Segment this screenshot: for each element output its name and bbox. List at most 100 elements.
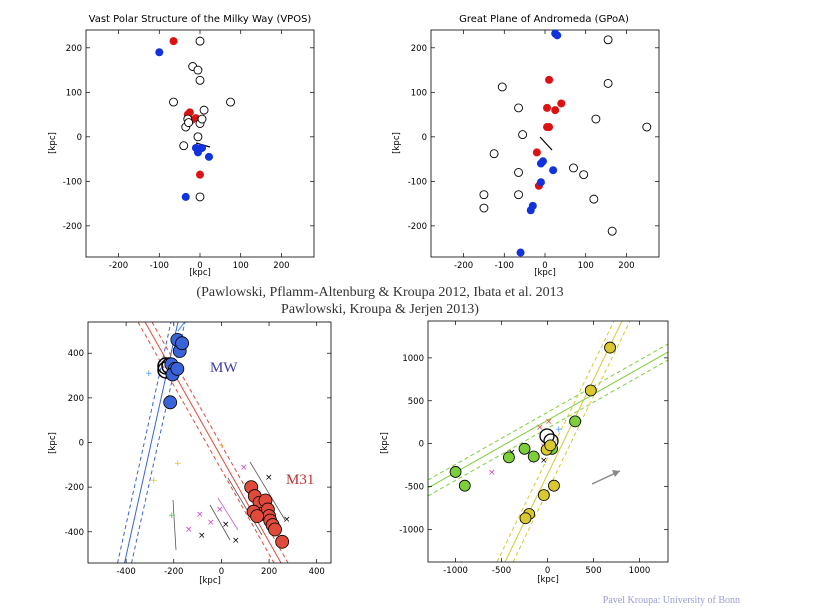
- streak: [172, 499, 177, 551]
- p4-ticks: -1000 -500 0 500 1000 1000 500 0 -500 -1000: [399, 321, 668, 576]
- y-tick-label: 1000: [402, 354, 424, 364]
- data-point-blue: [155, 48, 164, 57]
- motion-arrow-head: [612, 470, 620, 477]
- gpoa-panel: Great Plane of Andromeda (GPoA) [kpc] [k…: [392, 14, 660, 278]
- p4-ylabel: [kpc]: [380, 432, 390, 454]
- data-point-yellow: [584, 384, 597, 397]
- credit-line: Pavel Kroupa: University of Bonn: [603, 595, 740, 606]
- vpos-panel: Vast Polar Structure of the Milky Way (V…: [48, 14, 315, 278]
- x-tick-label: -200: [164, 567, 183, 577]
- gpoa-ticks: -200 -100 0 100 200 200 100 0 -100 -200: [408, 30, 659, 271]
- y-tick-label: -400: [65, 528, 84, 538]
- y-tick-label: 0: [79, 439, 84, 449]
- data-point-open: [514, 103, 523, 113]
- data-point-open: [195, 192, 205, 202]
- data-point-m31_red: [275, 534, 290, 549]
- y-tick-label: -1000: [399, 525, 424, 535]
- p4-frame: [427, 320, 669, 563]
- data-point-mw_blue: [175, 336, 190, 351]
- y-tick-label: 0: [419, 440, 424, 450]
- p3-ticks: -400 -200 0 200 400 400 200 0 -200 -400: [65, 322, 331, 577]
- mw-annotation: MW: [210, 360, 238, 376]
- gpoa-title: Great Plane of Andromeda (GPoA): [459, 14, 629, 25]
- data-point-open: [514, 167, 523, 177]
- data-point-mw_blue: [163, 395, 178, 410]
- streak: [177, 322, 186, 332]
- data-point-blue: [526, 206, 535, 215]
- cross-marker: ×: [198, 531, 206, 541]
- vpos-ticks: -200 -100 0 100 200 200 100 0 -100 -200: [63, 30, 314, 271]
- yellow-plane-dashed: [512, 321, 631, 562]
- plane-lines-p3: + + + + + × × × × × × × × × × ×: [117, 322, 291, 563]
- data-point-open: [518, 130, 528, 140]
- data-point-open: [489, 149, 499, 159]
- cross-marker: ×: [545, 417, 553, 427]
- m31-annotation: M31: [286, 472, 314, 488]
- x-tick-label: 500: [585, 566, 601, 576]
- y-tick-label: 100: [66, 88, 82, 98]
- data-point-open: [591, 114, 601, 124]
- streak: [217, 497, 239, 531]
- x-tick-label: 200: [261, 567, 277, 577]
- data-point-blue: [549, 166, 558, 175]
- y-tick-label: 400: [68, 349, 84, 359]
- cross-marker: +: [555, 425, 563, 435]
- data-point-green: [518, 442, 531, 455]
- data-point-blue: [536, 178, 545, 187]
- cross-marker: ×: [265, 473, 273, 483]
- x-tick-label: 0: [219, 567, 224, 577]
- data-point-open: [479, 190, 489, 200]
- vpos-ylabel: [kpc]: [48, 132, 58, 154]
- data-point-blue: [553, 31, 562, 40]
- data-point-open: [579, 170, 589, 180]
- data-point-green: [503, 451, 515, 464]
- data-point-red: [557, 99, 566, 108]
- x-tick-label: 0: [542, 261, 547, 271]
- data-point-open: [169, 97, 178, 107]
- cross-marker: ×: [540, 456, 548, 466]
- x-tick-label: -1000: [443, 566, 468, 576]
- x-tick-label: -100: [150, 261, 169, 271]
- x-tick-label: -500: [492, 566, 511, 576]
- data-point-open: [497, 82, 507, 92]
- y-tick-label: 100: [411, 88, 427, 98]
- cross-marker: +: [218, 441, 226, 451]
- p3-ylabel: [kpc]: [48, 432, 58, 454]
- data-point-open: [607, 226, 617, 236]
- x-tick-label: 0: [197, 261, 202, 271]
- gpoa-marks: [479, 29, 652, 257]
- data-point-red: [196, 170, 204, 179]
- streak: [209, 504, 231, 541]
- y-tick-label: -100: [63, 177, 82, 187]
- data-point-blue: [193, 148, 202, 157]
- x-tick-label: 1000: [629, 566, 651, 576]
- x-tick-label: 200: [618, 261, 634, 271]
- data-point-open: [184, 118, 194, 128]
- cross-marker: +: [168, 511, 176, 521]
- streak: [249, 461, 286, 521]
- mw-plane-dashed: [131, 322, 186, 563]
- y-tick-label: -200: [65, 483, 84, 493]
- p4-xlabel: [kpc]: [537, 575, 559, 585]
- data-point-red: [545, 123, 554, 132]
- cross-marker: ×: [216, 505, 224, 515]
- cross-marker: ×: [240, 463, 248, 473]
- data-point-open: [569, 163, 578, 173]
- cross-marker: ×: [232, 536, 240, 546]
- cross-marker: ×: [196, 510, 204, 520]
- data-point-yellow: [537, 489, 550, 502]
- cross-marker: +: [174, 459, 182, 469]
- green-plane-dashed: [428, 359, 668, 497]
- x-tick-label: -200: [109, 261, 128, 271]
- y-tick-label: -100: [408, 177, 427, 187]
- yellow-plane-dashed: [496, 321, 615, 562]
- y-tick-label: 0: [422, 133, 427, 143]
- x-tick-label: -100: [495, 261, 514, 271]
- data-point-green: [569, 415, 582, 428]
- y-tick-label: 200: [68, 394, 84, 404]
- data-point-open: [179, 141, 189, 151]
- p3-marks: [163, 332, 290, 549]
- data-point-green: [458, 479, 471, 492]
- gpoa-frame: [430, 29, 660, 258]
